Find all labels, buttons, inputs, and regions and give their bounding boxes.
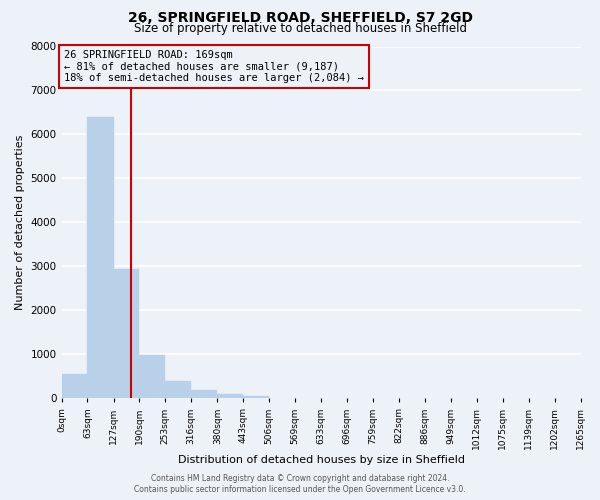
Bar [166,381,191,398]
Bar [139,355,166,399]
Bar [191,390,217,398]
Text: Size of property relative to detached houses in Sheffield: Size of property relative to detached ho… [133,22,467,35]
Bar [243,396,269,398]
Bar [217,394,243,398]
Bar [88,117,113,398]
Bar [62,374,88,398]
Text: Contains HM Land Registry data © Crown copyright and database right 2024.
Contai: Contains HM Land Registry data © Crown c… [134,474,466,494]
Bar [113,268,139,398]
X-axis label: Distribution of detached houses by size in Sheffield: Distribution of detached houses by size … [178,455,464,465]
Y-axis label: Number of detached properties: Number of detached properties [15,134,25,310]
Text: 26, SPRINGFIELD ROAD, SHEFFIELD, S7 2GD: 26, SPRINGFIELD ROAD, SHEFFIELD, S7 2GD [128,11,473,25]
Text: 26 SPRINGFIELD ROAD: 169sqm
← 81% of detached houses are smaller (9,187)
18% of : 26 SPRINGFIELD ROAD: 169sqm ← 81% of det… [64,50,364,83]
